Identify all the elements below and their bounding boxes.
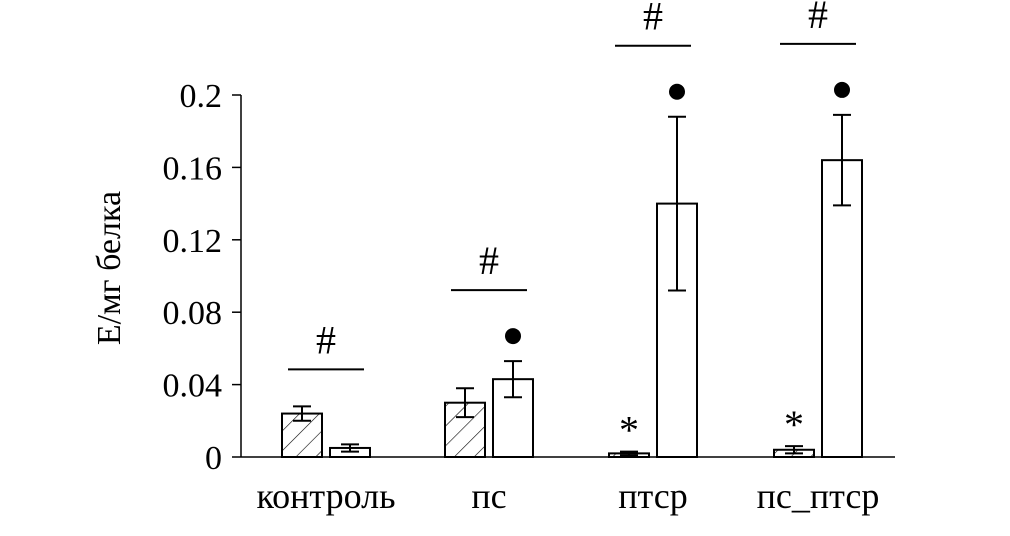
significance-asterisk: * [784, 402, 804, 447]
significance-dot [505, 328, 521, 345]
significance-dot [834, 81, 850, 98]
labels: контроль пс птср пс_птср # # # # [256, 0, 879, 516]
category-label: птср [618, 476, 687, 516]
comparison-mark: # [643, 0, 663, 39]
bar [821, 159, 863, 458]
category-label: пс_птср [757, 476, 880, 516]
comparison-mark: # [479, 238, 499, 283]
y-tick-label: 0.2 [180, 78, 223, 115]
significance-dot [669, 83, 685, 100]
y-tick-label: 0.08 [163, 295, 223, 332]
bars: * * [281, 81, 863, 459]
axes: 0 0.04 0.08 0.12 0.16 0.2 [163, 78, 895, 477]
y-tick-label: 0 [205, 440, 222, 477]
y-tick-label: 0.04 [163, 368, 223, 405]
y-axis-label: Е/мг белка [91, 191, 128, 345]
significance-asterisk: * [619, 408, 639, 453]
bar [281, 412, 323, 458]
comparison-mark: # [316, 317, 336, 362]
category-label: контроль [256, 476, 395, 516]
category-label: пс [471, 476, 506, 516]
y-tick-label: 0.16 [163, 150, 223, 187]
y-tick-label: 0.12 [163, 223, 223, 260]
comparison-mark: # [808, 0, 828, 37]
